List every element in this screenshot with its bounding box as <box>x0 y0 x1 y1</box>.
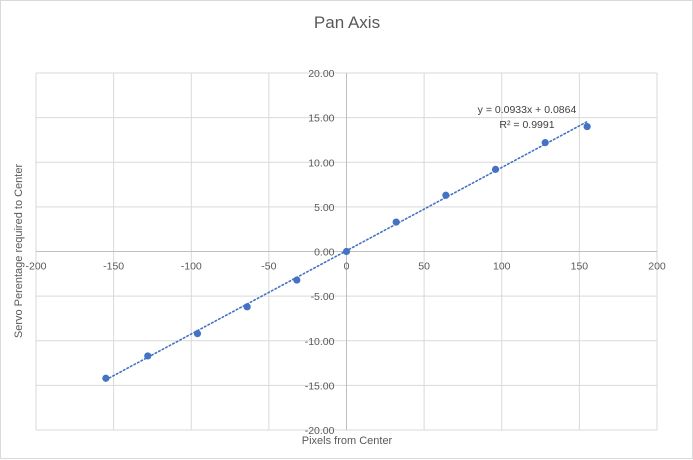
trendline-r-squared: R² = 0.9991 <box>499 119 554 131</box>
data-point <box>392 218 400 226</box>
x-tick-label: -50 <box>261 261 276 273</box>
data-point <box>583 122 591 131</box>
y-tick-label: 15.00 <box>308 113 334 125</box>
data-points <box>102 122 591 382</box>
x-tick-label: -200 <box>25 261 46 273</box>
x-tick-label: 0 <box>344 261 350 273</box>
y-tick-label: 0.00 <box>314 247 335 259</box>
y-tick-label: -15.00 <box>305 380 335 392</box>
data-point <box>102 374 110 382</box>
x-axis-title: Pixels from Center <box>302 435 393 447</box>
data-point <box>491 165 500 173</box>
y-tick-label: -10.00 <box>305 336 335 348</box>
y-tick-label: 5.00 <box>314 202 335 214</box>
data-point <box>144 352 152 360</box>
chart-title: Pan Axis <box>314 13 380 32</box>
trendline-equation: y = 0.0933x + 0.0864 <box>478 104 577 116</box>
y-tick-label: -20.00 <box>305 425 335 437</box>
y-tick-label: -5.00 <box>311 291 335 303</box>
y-tick-label: 10.00 <box>308 157 334 169</box>
data-point <box>442 191 450 199</box>
data-point <box>243 303 251 311</box>
x-tick-label: 100 <box>493 261 511 273</box>
x-tick-label: 50 <box>418 261 430 273</box>
data-point <box>541 139 549 147</box>
y-axis-title: Servo Perentage required to Center <box>13 164 25 339</box>
x-tick-label: -100 <box>181 261 202 273</box>
x-tick-label: 200 <box>648 261 666 273</box>
data-point <box>342 247 351 256</box>
x-tick-label: -150 <box>103 261 124 273</box>
tick-labels: -200 -150 -100 -50 0 50 100 150 200 -20.00 -15.00 -… <box>25 68 665 437</box>
data-point <box>293 276 301 284</box>
x-tick-label: 150 <box>571 261 589 273</box>
y-tick-label: 20.00 <box>308 68 334 80</box>
data-point <box>193 330 202 338</box>
